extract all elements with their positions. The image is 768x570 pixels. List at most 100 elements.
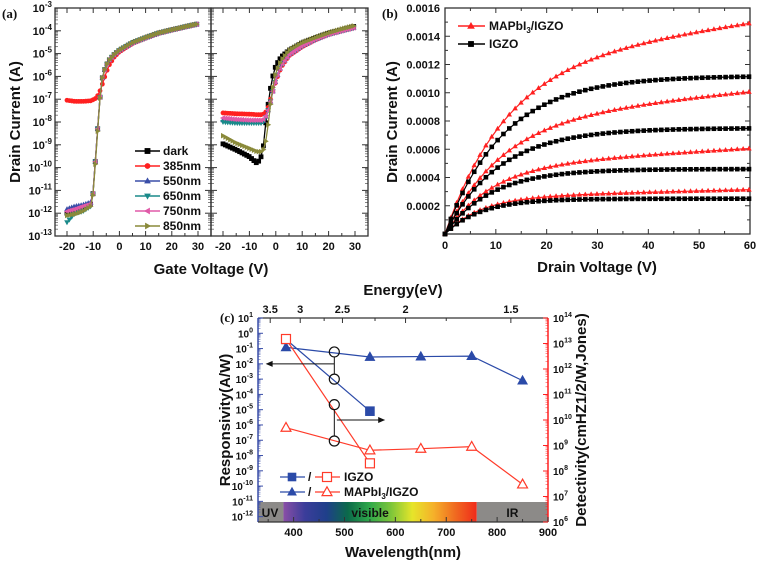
y-tick-label-left: 10-8 (236, 450, 253, 463)
data-point-MAPbI3/IGZO (646, 152, 653, 157)
data-point-MAPbI3/IGZO (611, 107, 618, 112)
data-point-IGZO (512, 121, 518, 126)
data-point-IGZO (653, 77, 658, 83)
legend-label: 750nm (163, 204, 201, 218)
data-point-IGZO (559, 171, 565, 177)
data-point-MAPbI3/IGZO (705, 148, 711, 153)
data-point-IGZO (688, 196, 693, 202)
legend-label: MAPbI3/IGZO (489, 19, 563, 35)
data-point-IGZO (594, 131, 600, 137)
y-tick-label: 10-8 (33, 114, 53, 129)
top-x-tick-label: 2.5 (335, 304, 350, 316)
data-point-IGZO (670, 76, 676, 82)
data-point-IGZO (623, 80, 629, 86)
data-point-MAPbI3/IGZO (535, 130, 542, 136)
data-point-850nm (81, 208, 87, 214)
data-point-IGZO (740, 196, 746, 201)
data-point-MAPbI3/IGZO (611, 48, 618, 54)
data-point-MAPbI3/IGZO (734, 187, 741, 192)
data-point-IGZO (553, 172, 559, 178)
data-point-MAPbI3/IGZO (711, 92, 717, 98)
data-point-MAPbI3/IGZO (547, 77, 553, 82)
legend-marker (321, 485, 333, 497)
data-point-MAPbI3/IGZO (588, 157, 594, 163)
data-point-MAPbI3/IGZO (483, 168, 489, 174)
data-point-MAPbI3/IGZO (623, 154, 629, 159)
x-tick-label: 10 (490, 240, 502, 252)
annotation-circle (328, 373, 340, 385)
data-point-850nm (316, 33, 322, 40)
data-point-MAPbI3/IGZO (617, 190, 624, 196)
data-point-MAPbI3/IGZO (652, 189, 659, 195)
data-point-IGZO (512, 180, 518, 186)
data-point-850nm (235, 140, 241, 147)
data-point-IGZO (536, 105, 541, 111)
data-point-MAPbI3/IGZO (641, 101, 647, 107)
data-point-MAPbI3/IGZO (576, 61, 583, 67)
data-point-MAPbI3/IGZO (717, 92, 723, 98)
data-point-IGZO (507, 202, 512, 207)
panel-label: (c) (220, 310, 234, 325)
x-tick-label: -20 (59, 241, 75, 253)
spectrum-label-UV: UV (262, 506, 279, 520)
x-tick-label: 800 (488, 527, 506, 539)
data-point-IGZO (618, 196, 623, 202)
data-point-850nm (225, 135, 231, 142)
data-point-IGZO (489, 144, 495, 150)
data-point-MAPbI3/IGZO (722, 24, 729, 30)
data-point-IGZO (553, 138, 559, 144)
data-point-MAPbI3/IGZO (582, 113, 589, 119)
data-point-IGZO (658, 77, 664, 83)
data-point-850nm (278, 60, 284, 66)
data-point-IGZO (588, 132, 594, 138)
data-point-850nm (240, 142, 246, 149)
data-point-MAPbI3/IGZO (693, 188, 700, 193)
data-point-IGZO (723, 196, 728, 202)
y-axis-label: Drain Current (A) (7, 61, 24, 183)
y-tick-label: 0.0006 (406, 144, 440, 156)
data-point-MAPbI3/IGZO (740, 21, 746, 27)
data-point-IGZO (466, 205, 471, 211)
data-point-850nm (270, 84, 276, 91)
data-point-IGZO (512, 154, 518, 159)
data-point-MAPbI3/IGZO (740, 145, 746, 151)
data-point-MAPbI3/IGZO (594, 110, 600, 116)
data-point-MAPbI3/IGZO (717, 147, 723, 153)
data-point-MAPbI3/IGZO (658, 99, 665, 105)
data-point-MAPbI3/IGZO (489, 184, 495, 190)
data-point-MAPbI3/IGZO (605, 50, 612, 56)
data-point-IGZO (734, 196, 740, 201)
data-point-IGZO (454, 210, 459, 216)
x-tick-label: 30 (591, 240, 603, 252)
data-point-IGZO (442, 231, 448, 237)
data-point-850nm (320, 32, 326, 38)
data-point-850nm (339, 26, 345, 32)
data-point-IGZO (682, 126, 687, 132)
data-point-MAPbI3/IGZO (489, 162, 495, 168)
data-point-IGZO (507, 157, 512, 163)
data-point-MAPbI3/IGZO (658, 36, 665, 42)
data-point-850nm (192, 21, 198, 28)
data-point-IGZO (600, 168, 606, 174)
data-point-IGZO (507, 126, 512, 131)
y-tick-label: 10-10 (28, 160, 52, 175)
data-point-IGZO (618, 129, 623, 135)
y-axis-label: Drain Current (A) (384, 61, 401, 183)
data-point-850nm (337, 26, 343, 33)
data-point-MAPbI3/IGZO (681, 96, 688, 102)
data-point-IGZO (594, 85, 600, 90)
data-point-IGZO (676, 76, 682, 81)
series-line-850nm (222, 25, 354, 153)
data-point-MAPbI3/IGZO (687, 149, 694, 155)
x-axis-label: Wavelength(nm) (345, 544, 461, 561)
data-point-MAPbI3/IGZO (500, 118, 507, 124)
data-point-MAPbI3/IGZO (588, 56, 594, 62)
data-point-IGZO (629, 196, 635, 202)
data-point-IGZO (518, 151, 524, 156)
data-point-IGZO (629, 167, 635, 173)
y-tick-label: 0.0012 (406, 60, 440, 72)
data-point-850nm (168, 27, 174, 33)
data-point-MAPbI3/IGZO (734, 22, 741, 28)
data-point-850nm (164, 28, 170, 35)
data-point-850nm (90, 192, 96, 198)
